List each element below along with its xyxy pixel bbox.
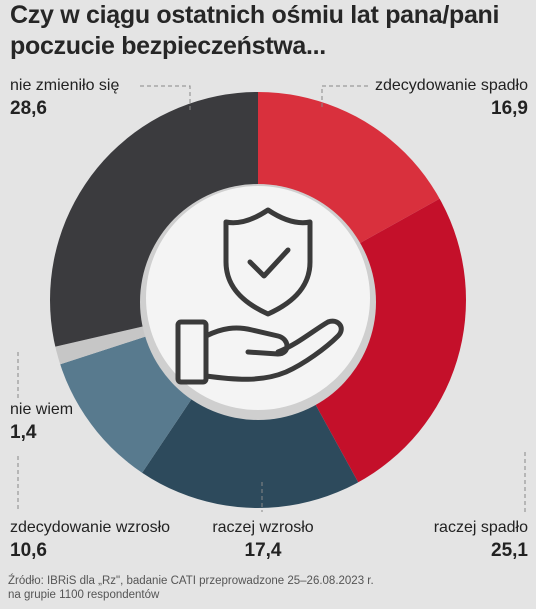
shield-check-hand-icon — [175, 207, 344, 385]
source-note: Źródło: IBRiS dla „Rz", badanie CATI prz… — [8, 574, 374, 602]
value-zdecydowanie-spadlo: 16,9 — [491, 98, 528, 119]
title-line-1: Czy w ciągu ostatnich ośmiu lat pana/pan… — [10, 1, 500, 29]
source-line-2: na grupie 1100 respondentów — [8, 589, 160, 601]
label-zdecydowanie-wzroslo: zdecydowanie wzrosło — [10, 519, 171, 536]
chart-title: Czy w ciągu ostatnich ośmiu lat pana/pan… — [10, 0, 530, 62]
slice-zdecydowanie-wzrosło — [50, 330, 203, 508]
label-nie-wiem: nie wiem — [10, 401, 74, 418]
label-raczej-wzroslo: raczej wzrosło — [212, 519, 314, 536]
label-zdecydowanie-spadlo: zdecydowanie spadło — [375, 77, 528, 94]
slice-raczej-wzrosło — [118, 383, 379, 508]
label-raczej-spadlo: raczej spadło — [433, 519, 528, 536]
title-line-2: poczucie bezpieczeństwa... — [10, 32, 326, 60]
leader-line — [321, 85, 368, 110]
value-raczej-spadlo: 25,1 — [491, 540, 528, 561]
leader-line — [140, 85, 191, 110]
value-zdecydowanie-wzroslo: 10,6 — [10, 540, 47, 561]
label-nie-zmienilo-sie: nie zmieniło się — [10, 77, 120, 94]
value-raczej-wzroslo: 17,4 — [244, 540, 282, 561]
source-line-1: Źródło: IBRiS dla „Rz", badanie CATI prz… — [8, 575, 374, 587]
value-nie-wiem: 1,4 — [10, 422, 37, 443]
value-nie-zmienilo-sie: 28,6 — [10, 98, 47, 119]
leader-lines — [17, 85, 526, 512]
slice-nie-zmieniło-się — [50, 92, 258, 357]
